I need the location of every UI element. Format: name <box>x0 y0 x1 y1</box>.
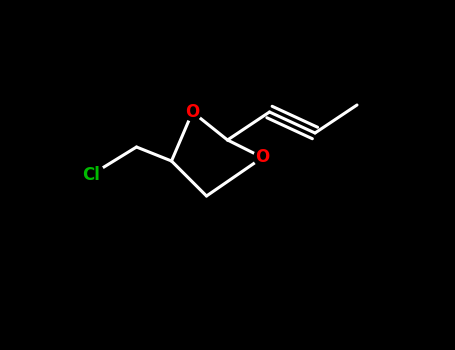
Circle shape <box>184 103 201 121</box>
Circle shape <box>78 162 104 188</box>
Text: O: O <box>255 148 270 167</box>
Circle shape <box>254 149 271 166</box>
Text: Cl: Cl <box>82 166 100 184</box>
Text: O: O <box>185 103 200 121</box>
